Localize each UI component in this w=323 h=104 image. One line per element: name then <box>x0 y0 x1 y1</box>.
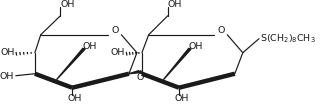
Text: S(CH$_2$)$_8$CH$_3$: S(CH$_2$)$_8$CH$_3$ <box>260 32 316 45</box>
Polygon shape <box>129 71 140 74</box>
Text: OH: OH <box>1 48 15 57</box>
Text: OH: OH <box>168 0 182 9</box>
Text: OH: OH <box>175 94 189 103</box>
Text: O: O <box>137 73 144 82</box>
Text: OH: OH <box>68 94 82 103</box>
Text: OH: OH <box>189 42 203 51</box>
Text: O: O <box>111 26 119 35</box>
Polygon shape <box>139 71 142 74</box>
Text: OH: OH <box>61 0 75 9</box>
Polygon shape <box>163 48 191 80</box>
Polygon shape <box>57 48 85 80</box>
Text: OH: OH <box>83 42 97 51</box>
Text: OH: OH <box>0 72 14 81</box>
Text: O: O <box>217 26 224 35</box>
Text: OH: OH <box>111 48 125 57</box>
